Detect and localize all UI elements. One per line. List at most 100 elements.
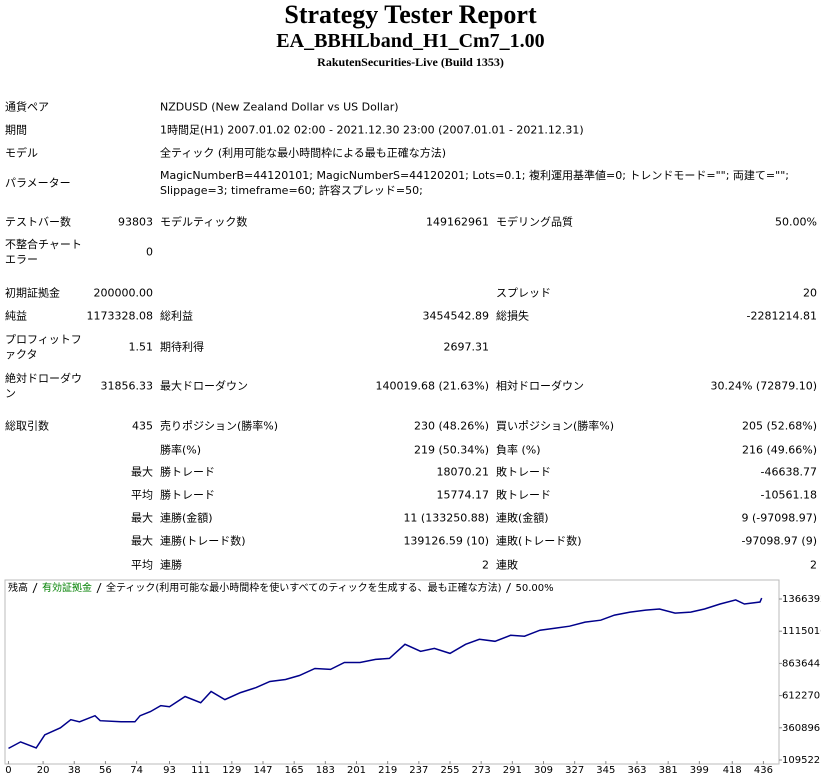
stat-value: 140019.68 (21.63%)	[375, 379, 489, 393]
stat-value: 平均	[131, 558, 153, 572]
y-tick-label: 1115016	[782, 626, 821, 637]
stat-label: スプレッド	[496, 286, 551, 300]
stat-value: 1.51	[128, 340, 154, 354]
stat-label: モデリング品質	[496, 215, 573, 229]
stat-value: 149162961	[426, 215, 489, 229]
stat-label: 売りポジション(勝率%)	[160, 419, 279, 433]
server: RakutenSecurities-Live (Build 1353)	[317, 55, 504, 69]
stat-value: 最大	[131, 534, 153, 548]
report-title: Strategy Tester Report	[284, 0, 537, 29]
stat-value: 230 (48.26%)	[413, 419, 489, 433]
stat-value: 20	[803, 286, 817, 300]
x-tick-label: 255	[440, 765, 459, 776]
x-tick-label: 327	[565, 765, 584, 776]
stat-value: 205 (52.68%)	[741, 419, 817, 433]
stat-label: 不整合チャートエラー	[5, 238, 82, 266]
legend-quality: 50.00%	[516, 583, 554, 594]
y-tick-label: 109522	[782, 755, 820, 766]
stat-value: 最大	[131, 465, 153, 479]
stat-label: 総取引数	[5, 419, 49, 433]
stat-label: 買いポジション(勝率%)	[496, 419, 615, 433]
balance-line	[8, 597, 763, 750]
x-tick-label: 399	[690, 765, 709, 776]
stat-label: 期待利得	[160, 340, 204, 354]
y-tick-label: 1366392	[782, 594, 821, 605]
info-value: NZDUSD (New Zealand Dollar vs US Dollar)	[160, 100, 399, 114]
x-tick-label: 291	[503, 765, 522, 776]
x-tick-label: 0	[5, 765, 11, 776]
stat-value: 435	[132, 419, 153, 433]
stat-value: 2697.31	[443, 340, 490, 354]
x-tick-label: 381	[659, 765, 678, 776]
x-tick-label: 436	[754, 765, 773, 776]
info-value: 全ティック (利用可能な最小時間枠による最も正確な方法)	[160, 146, 447, 160]
ea-name: EA_BBHLband_H1_Cm7_1.00	[276, 30, 545, 52]
stat-value: 15774.17	[436, 488, 490, 502]
stat-label: 絶対ドローダウン	[5, 372, 82, 400]
x-tick-label: 201	[347, 765, 366, 776]
stat-label: 連敗(トレード数)	[496, 534, 582, 548]
legend-model: 全ティック(利用可能な最小時間枠を使いすべてのティックを生成する、最も正確な方法…	[106, 581, 502, 594]
stat-value: -46638.77	[760, 465, 817, 479]
stat-value: 216 (49.66%)	[741, 443, 817, 457]
stat-label: 勝トレード	[160, 465, 215, 479]
legend-separator	[96, 582, 102, 594]
stat-label: 連敗(金額)	[496, 511, 549, 525]
stat-value: 2	[810, 558, 817, 572]
stat-value: 219 (50.34%)	[413, 443, 489, 457]
legend-separator	[506, 582, 511, 594]
x-tick-label: 129	[222, 765, 241, 776]
stat-label: 純益	[5, 309, 27, 323]
stat-label: 敗トレード	[496, 488, 551, 502]
x-tick-label: 165	[285, 765, 304, 776]
stat-value: 30.24% (72879.10)	[710, 379, 817, 393]
stat-label: 連勝(トレード数)	[160, 534, 246, 548]
x-tick-label: 74	[130, 765, 143, 776]
info-label: 期間	[5, 123, 27, 137]
stat-label: 連勝	[160, 558, 182, 572]
stat-value: 2	[482, 558, 489, 572]
stat-value: 3454542.89	[422, 309, 489, 323]
x-tick-label: 147	[253, 765, 272, 776]
x-tick-label: 38	[68, 765, 81, 776]
stat-label: 勝トレード	[160, 488, 215, 502]
stat-value: -10561.18	[760, 488, 817, 502]
x-tick-label: 363	[627, 765, 646, 776]
x-tick-label: 183	[316, 765, 335, 776]
stat-value: 11 (133250.88)	[403, 511, 489, 525]
stat-value: 平均	[131, 488, 153, 502]
stat-value: -97098.97 (9)	[741, 534, 817, 548]
x-tick-label: 56	[99, 765, 112, 776]
x-tick-label: 309	[534, 765, 553, 776]
stat-label: プロフィットファクタ	[5, 333, 82, 361]
x-tick-label: 111	[191, 765, 210, 776]
stat-value: -2281214.81	[746, 309, 817, 323]
stat-value: 18070.21	[436, 465, 490, 479]
stat-value: 9 (-97098.97)	[741, 511, 817, 525]
stat-label: 初期証拠金	[5, 286, 60, 300]
x-tick-label: 273	[472, 765, 491, 776]
stat-label: 総利益	[160, 309, 193, 323]
stat-value: 200000.00	[93, 286, 154, 300]
legend-balance: 残高	[8, 581, 28, 594]
stat-value: 1173328.08	[86, 309, 153, 323]
stat-label: 総損失	[496, 309, 529, 323]
stat-value: 93803	[118, 215, 153, 229]
stat-value: 最大	[131, 511, 153, 525]
legend-separator	[32, 582, 38, 594]
info-label: モデル	[5, 146, 38, 160]
stat-label: 敗トレード	[496, 465, 551, 479]
x-tick-label: 93	[163, 765, 176, 776]
stat-label: 最大ドローダウン	[160, 379, 248, 393]
info-label: 通貨ペア	[5, 100, 49, 114]
stat-label: 負率 (%)	[496, 443, 541, 457]
chart-frame	[4, 579, 780, 765]
stat-value: 31856.33	[100, 379, 154, 393]
stat-label: 勝率(%)	[160, 443, 202, 457]
stat-label: 連敗	[496, 558, 518, 572]
stat-value: 139126.59 (10)	[403, 534, 489, 548]
stat-label: 相対ドローダウン	[496, 379, 584, 393]
x-tick-label: 345	[596, 765, 615, 776]
info-label: パラメーター	[5, 176, 71, 190]
